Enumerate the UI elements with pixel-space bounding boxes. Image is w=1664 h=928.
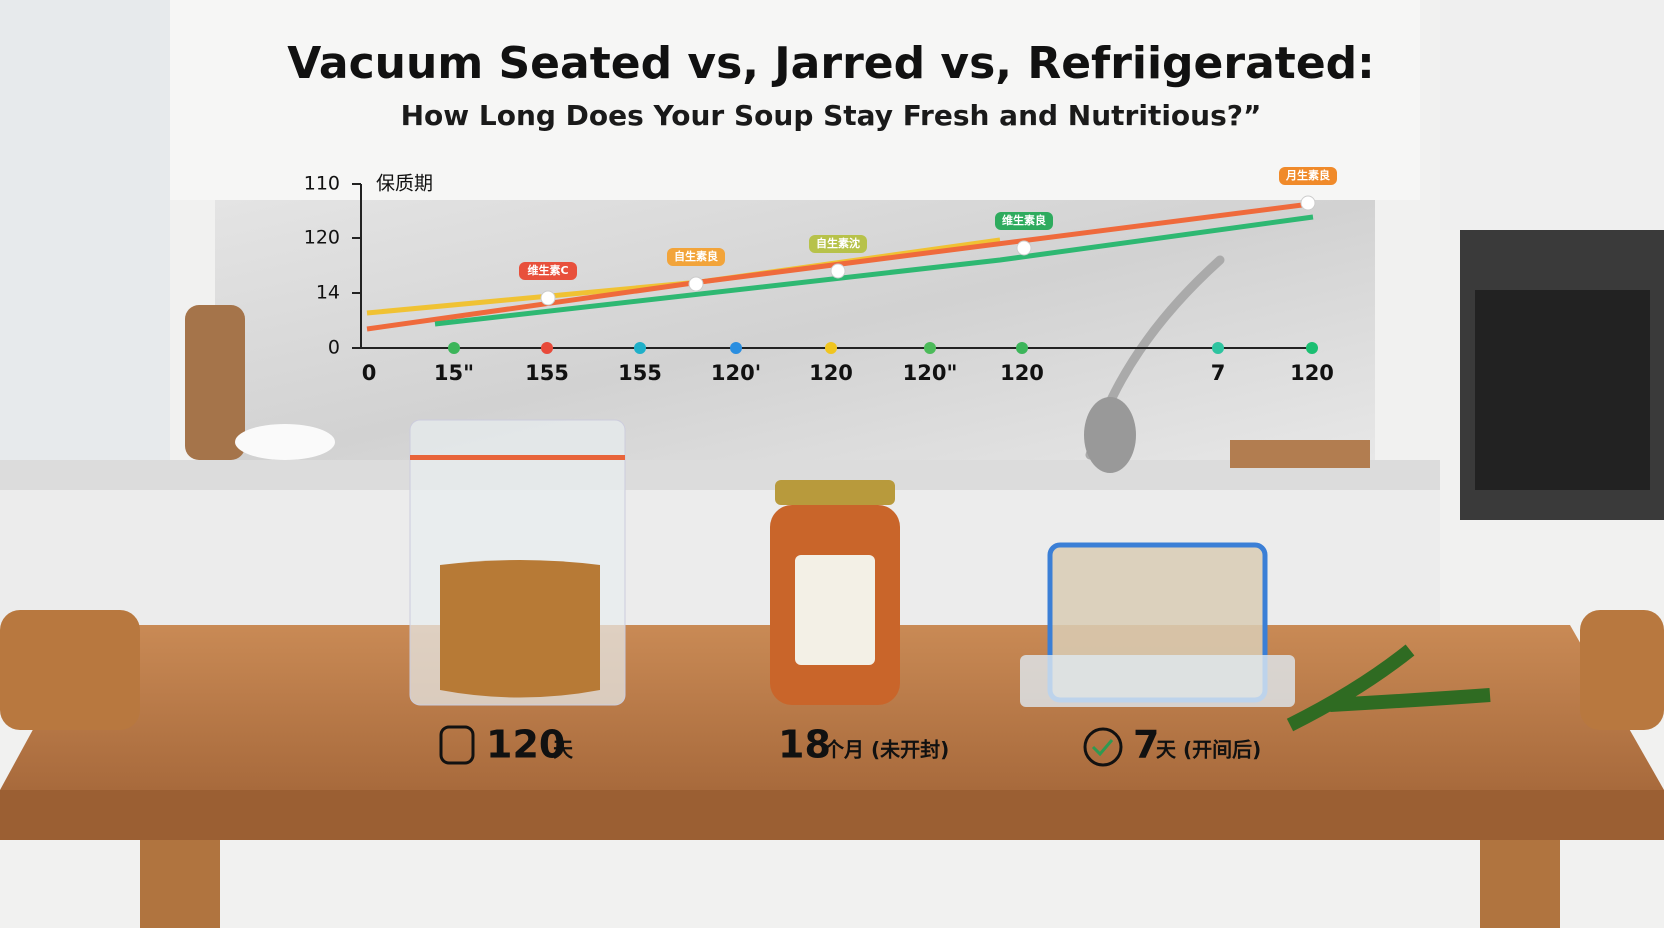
product-unit: 天 <box>553 738 574 762</box>
point-label: 维生素C <box>527 263 568 277</box>
bag-icon <box>439 725 475 765</box>
x-label: 120" <box>903 361 958 385</box>
table-leg <box>1480 840 1560 928</box>
bowl <box>235 424 335 460</box>
point-label: 自生素沈 <box>816 236 860 250</box>
y-tick-label: 120 <box>304 227 340 249</box>
subtitle: How Long Does Your Soup Stay Fresh and N… <box>401 99 1262 132</box>
point-label-bg <box>667 248 725 266</box>
x-label: 120 <box>1000 361 1044 385</box>
backsplash <box>215 200 1375 470</box>
point <box>1300 195 1316 211</box>
y-tick-label: 14 <box>316 282 340 304</box>
point-label-bg <box>995 212 1053 230</box>
axis-dot <box>1016 342 1028 354</box>
axis-dot <box>1212 342 1224 354</box>
title: Vacuum Seated vs, Jarred vs, Refriigerat… <box>287 38 1375 89</box>
window <box>0 0 170 460</box>
boards <box>1230 440 1370 468</box>
y-tick-label: 110 <box>304 173 340 195</box>
x-label: 15" <box>434 361 474 385</box>
x-label: 155 <box>525 361 569 385</box>
point <box>830 263 846 279</box>
cabinet-right <box>1440 0 1664 230</box>
product-unit: 天 (开间后) <box>1156 738 1261 762</box>
chair <box>0 610 140 730</box>
x-label: 0 <box>362 361 377 385</box>
line-green <box>434 214 1314 327</box>
x-label: 120 <box>809 361 853 385</box>
axis-dot <box>924 342 936 354</box>
herb <box>1286 644 1491 732</box>
product-amount: 120 <box>486 723 565 767</box>
table-edge <box>0 790 1664 840</box>
product-unit: 个月 (未开封) <box>823 738 949 762</box>
spoon-bowl <box>1084 397 1136 473</box>
axis-dot <box>541 342 553 354</box>
oven-door <box>1475 290 1650 490</box>
table-leg <box>140 840 220 928</box>
leaf-icon <box>1083 727 1123 767</box>
axis-dot <box>730 342 742 354</box>
point <box>1016 240 1032 256</box>
axis-dot <box>1306 342 1318 354</box>
axis-dot <box>825 342 837 354</box>
jar-lid <box>775 480 895 505</box>
chair <box>1580 610 1664 730</box>
point-label-bg <box>809 235 867 253</box>
jar-label <box>795 555 875 665</box>
y-tick-label: 0 <box>328 337 340 359</box>
axis-dot <box>634 342 646 354</box>
axis-label: 保质期 <box>376 173 433 195</box>
counter <box>0 460 1440 490</box>
point-label: 维生素良 <box>1002 213 1046 227</box>
point-label: 自生素良 <box>674 249 718 263</box>
point-label-bg <box>1279 167 1337 185</box>
product-amount: 18 <box>778 723 831 767</box>
point-label-bg <box>519 262 577 280</box>
cabinets <box>170 0 1420 200</box>
bag-seal <box>410 455 625 460</box>
cutting-board <box>185 305 245 460</box>
x-label: 120 <box>1290 361 1334 385</box>
point <box>540 290 556 306</box>
bag-soup <box>440 560 600 698</box>
x-label: 7 <box>1211 361 1226 385</box>
ice-tray <box>1020 655 1295 707</box>
product-amount: 7 <box>1133 723 1159 767</box>
x-label: 155 <box>618 361 662 385</box>
point-label: 月生素良 <box>1285 168 1330 182</box>
x-label: 120' <box>711 361 761 385</box>
point <box>688 276 704 292</box>
axis-dot <box>448 342 460 354</box>
